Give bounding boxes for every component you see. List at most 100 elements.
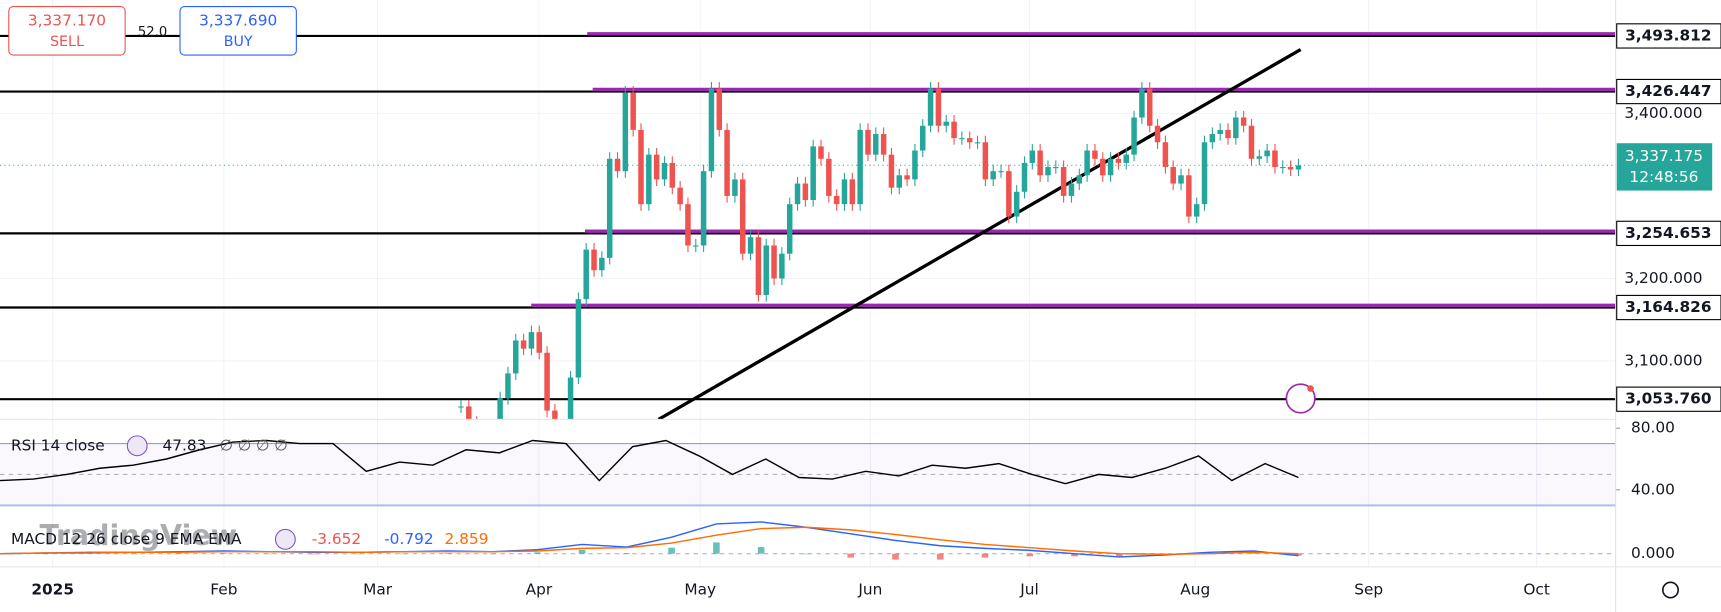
- countdown: 12:48:56: [1629, 168, 1698, 186]
- alert-dot: [1307, 385, 1314, 392]
- candle: [536, 332, 542, 353]
- level-label-bg: [1616, 220, 1721, 247]
- candle: [1021, 162, 1028, 192]
- candle: [1006, 171, 1012, 217]
- candle: [575, 299, 582, 378]
- candle: [513, 340, 519, 374]
- macd-hist: [892, 553, 899, 560]
- macd-hist: [41, 553, 49, 555]
- watermark: TradingView: [40, 518, 238, 552]
- candle: [1068, 183, 1075, 196]
- candle: [826, 158, 832, 196]
- macd-icon[interactable]: [274, 528, 296, 550]
- candle: [1193, 204, 1200, 217]
- candle: [818, 146, 824, 159]
- macd-hist: [668, 547, 675, 554]
- sell-price: 3,337.170: [28, 11, 106, 29]
- x-tick-label: Jul: [1019, 580, 1039, 598]
- macd-hist: [802, 553, 810, 555]
- alert-icon[interactable]: [1285, 383, 1316, 414]
- candle: [896, 175, 903, 188]
- candle: [1060, 167, 1067, 196]
- candle: [1209, 134, 1216, 143]
- candle: [1162, 142, 1169, 168]
- candle: [1240, 117, 1247, 126]
- buy-label: BUY: [224, 34, 253, 50]
- macd-hist: [847, 553, 854, 558]
- candle: [630, 92, 636, 130]
- candle: [802, 183, 809, 201]
- candle: [1154, 125, 1161, 143]
- macd-hist: [713, 542, 720, 554]
- macd-hist: [310, 553, 317, 555]
- candle: [771, 245, 777, 279]
- candle: [888, 154, 895, 188]
- x-tick-label: Jun: [857, 580, 882, 598]
- current-price: 3,337.175: [1625, 147, 1703, 165]
- y-tick-label: 3,200.000: [1624, 269, 1702, 287]
- x-tick-label: Oct: [1523, 580, 1550, 598]
- candle: [497, 398, 503, 420]
- candle: [583, 249, 589, 300]
- candle: [1248, 125, 1255, 159]
- candle: [1186, 175, 1192, 217]
- macd-hist: [936, 553, 944, 560]
- macd-hist: [1116, 553, 1123, 557]
- candle: [974, 142, 981, 144]
- candle: [490, 427, 495, 428]
- candle: [724, 129, 730, 196]
- macd-hist: [757, 547, 765, 554]
- level-label: 3,254.653: [1625, 224, 1711, 242]
- candle: [552, 410, 558, 420]
- candle: [614, 158, 621, 172]
- x-tick-label: Feb: [210, 580, 237, 598]
- candle: [1053, 167, 1059, 169]
- candle: [865, 129, 871, 155]
- candle: [982, 142, 989, 180]
- x-tick-label: May: [684, 580, 716, 598]
- candle: [528, 332, 535, 349]
- candle: [1013, 191, 1020, 217]
- level-label: 3,164.826: [1625, 298, 1711, 316]
- candle: [966, 138, 973, 143]
- spread: 52.0: [138, 25, 167, 40]
- level-label: 3,426.447: [1625, 82, 1711, 100]
- candle: [622, 92, 629, 172]
- macd-hist: [220, 553, 228, 554]
- level-label-bg: [1616, 23, 1721, 49]
- candle: [1131, 117, 1137, 155]
- y-tick-label: 3,100.000: [1624, 352, 1702, 370]
- rsi-title: RSI 14 close: [11, 436, 105, 454]
- signal-line: [0, 526, 1299, 556]
- candle: [474, 423, 479, 431]
- candle: [1256, 156, 1263, 159]
- macd-tick-label: 0.000: [1631, 544, 1675, 562]
- candle: [857, 129, 863, 205]
- buy-button[interactable]: [179, 6, 297, 56]
- rsi-line: [0, 439, 1299, 485]
- candle: [1092, 150, 1098, 159]
- macd-hist: [131, 553, 138, 555]
- candle: [880, 134, 887, 155]
- candle: [779, 253, 785, 279]
- candle: [1295, 165, 1302, 170]
- candle: [951, 121, 957, 139]
- candle: [708, 88, 715, 172]
- candle: [700, 171, 707, 246]
- x-tick-label: 2025: [31, 580, 74, 598]
- settings-icon[interactable]: [1662, 581, 1680, 599]
- candle: [927, 88, 934, 126]
- candle: [520, 340, 527, 349]
- candle: [755, 237, 762, 295]
- trend-line: [657, 48, 1302, 420]
- rsi-icon[interactable]: [126, 435, 148, 457]
- sell-button[interactable]: [8, 6, 126, 56]
- candle: [716, 88, 723, 130]
- macd-hist: [444, 553, 452, 554]
- candle: [677, 187, 683, 205]
- candle: [786, 204, 793, 254]
- level-label-bg: [1616, 386, 1721, 412]
- candle: [685, 204, 691, 246]
- macd-hist: [489, 553, 496, 555]
- candle: [1146, 88, 1153, 126]
